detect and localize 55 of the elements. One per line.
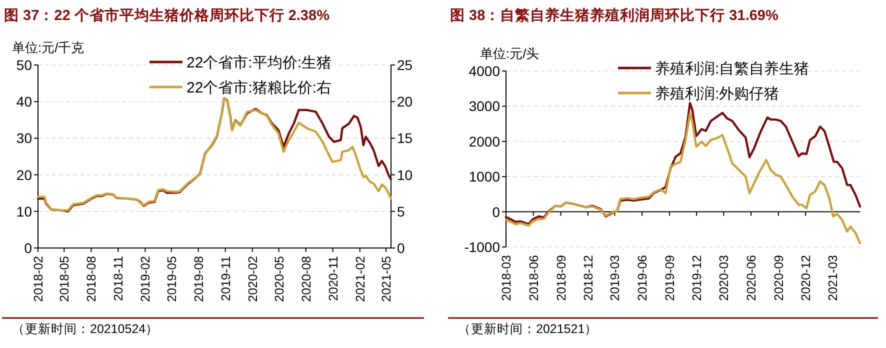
x-tick-label: 2020-08 <box>299 256 314 302</box>
x-tick-label: 2018-11 <box>112 256 126 301</box>
y-tick-label: -1000 <box>464 239 500 255</box>
x-tick-label: 2020-11 <box>326 256 340 301</box>
y-tick-label: 1000 <box>468 168 500 185</box>
x-tick-label: 2019-06 <box>636 254 650 301</box>
x-tick-label: 2019-02 <box>138 256 153 302</box>
x-tick-label: 2020-09 <box>772 254 786 301</box>
text: （更新时间：2021521） <box>458 322 598 336</box>
x-tick-label: 2021-05 <box>380 256 394 302</box>
y-tick-label: 2000 <box>468 133 500 150</box>
y-tick-label: 4000 <box>468 63 500 79</box>
x-tick-label: 2018-12 <box>581 254 596 301</box>
y-tick-label: 20 <box>16 166 32 183</box>
x-tick-label: 2018-03 <box>500 254 514 301</box>
y-axis-title: 单位:元/千克 <box>12 40 84 55</box>
legend-label: 养殖利润:外购仔猪 <box>655 86 780 102</box>
y-tick-label: 50 <box>16 57 32 73</box>
y-tick-label: 40 <box>16 94 32 110</box>
x-tick-label: 2018-05 <box>58 256 72 302</box>
x-tick-label: 2021-02 <box>353 256 368 302</box>
y2-tick-label: 0 <box>397 240 405 256</box>
x-tick-label: 2020-06 <box>744 254 759 301</box>
chart-title: 图 38：自繁自养生猪养殖利润周环比下行 31.69% <box>450 6 778 24</box>
legend-label: 养殖利润:自繁自养生猪 <box>655 60 810 78</box>
y-tick-label: 3000 <box>468 98 500 114</box>
y-tick-label: 10 <box>16 203 32 220</box>
y-tick-label: 30 <box>16 130 32 146</box>
y2-tick-label: 25 <box>397 57 413 73</box>
x-tick-label: 2018-06 <box>526 254 541 301</box>
x-tick-label: 2020-03 <box>717 254 732 301</box>
x-tick-label: 2019-05 <box>164 256 179 302</box>
y2-tick-label: 5 <box>397 203 405 220</box>
x-tick-label: 2020-02 <box>246 256 260 302</box>
x-tick-label: 2019-08 <box>192 256 206 302</box>
x-tick-label: 2018-09 <box>554 254 568 301</box>
legend-label: 22个省市:平均价:生猪 <box>186 54 332 72</box>
legend-label: 22个省市:猪粮比价:右 <box>186 80 332 96</box>
chart-title: 图 37：22 个省市平均生猪价格周环比下行 2.38% <box>4 6 330 24</box>
y-tick-label: 0 <box>24 240 32 256</box>
x-tick-label: 2019-03 <box>608 254 622 301</box>
x-tick-label: 2021-03 <box>826 254 840 301</box>
x-tick-label: 2019-11 <box>218 256 233 301</box>
y2-tick-label: 20 <box>397 94 413 110</box>
x-tick-label: 2019-12 <box>690 254 704 301</box>
x-tick-label: 2019-09 <box>662 254 677 301</box>
y-tick-label: 0 <box>492 204 500 220</box>
x-tick-label: 2018-02 <box>32 256 46 302</box>
text: （更新时间：20210524） <box>12 322 159 336</box>
y2-tick-label: 10 <box>397 166 413 183</box>
x-tick-label: 2020-05 <box>272 256 286 302</box>
x-tick-label: 2018-08 <box>84 256 99 302</box>
x-tick-label: 2020-12 <box>799 254 814 301</box>
y2-tick-label: 15 <box>397 130 413 146</box>
y-axis-title: 单位:元/头 <box>480 46 540 61</box>
